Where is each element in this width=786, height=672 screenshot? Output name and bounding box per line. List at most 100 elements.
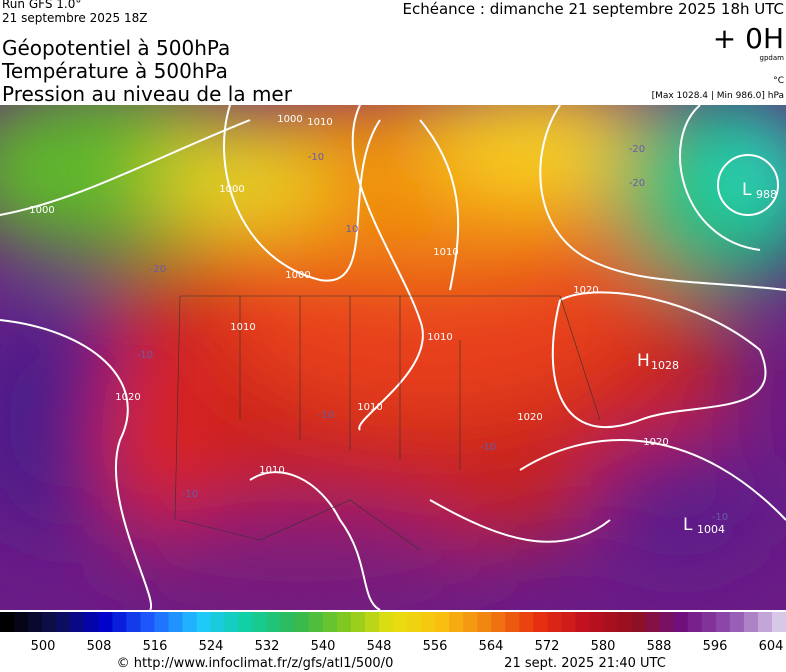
- colorbar-tick-label: 572: [535, 639, 560, 654]
- colorbar-swatch: [659, 612, 675, 632]
- colorbar-swatch: [463, 612, 478, 632]
- isobar-label: 1010: [433, 247, 458, 258]
- colorbar-swatch: [645, 612, 661, 632]
- colorbar-tick-label: 596: [703, 639, 728, 654]
- colorbar-swatch: [14, 612, 29, 632]
- colorbar-swatch: [589, 612, 605, 632]
- colorbar-tick-label: 516: [143, 639, 168, 654]
- temperature-label: -10: [480, 442, 496, 453]
- colorbar-swatch: [449, 612, 464, 632]
- colorbar-swatch: [491, 612, 506, 632]
- pressure-center-value: 1028: [651, 359, 679, 372]
- colorbar-swatch: [701, 612, 717, 632]
- colorbar-tick-label: 588: [647, 639, 672, 654]
- pressure-center-letter: L: [683, 515, 693, 535]
- colorbar-tick-label: 604: [759, 639, 784, 654]
- colorbar-swatch: [154, 612, 169, 632]
- temperature-label: -10: [308, 152, 324, 163]
- colorbar-swatch: [126, 612, 141, 632]
- title: Température à 500hPa: [1, 59, 228, 83]
- colorbar-swatch: [140, 612, 155, 632]
- temperature-label: -10: [712, 512, 728, 523]
- forecast-offset: + 0H: [713, 22, 784, 55]
- colorbar-swatch: [575, 612, 590, 632]
- isobar-label: 1010: [357, 402, 382, 413]
- run-time: 21 septembre 2025 18Z: [2, 11, 147, 25]
- colorbar-swatch: [28, 612, 43, 632]
- colorbar-tick-label: 556: [423, 639, 448, 654]
- colorbar-swatch: [294, 612, 310, 632]
- temperature-label: -10: [137, 350, 153, 361]
- colorbar-swatch: [280, 612, 296, 632]
- pressure-center-value: 988: [756, 188, 777, 201]
- colorbar-swatch: [561, 612, 576, 632]
- colorbar-tick-label: 524: [199, 639, 224, 654]
- colorbar-swatch: [336, 612, 352, 632]
- temperature-label: -20: [629, 178, 645, 189]
- colorbar-swatch: [407, 612, 422, 632]
- isobar-label: 1000: [219, 184, 244, 195]
- colorbar: 500 508 516 524 532 540 548 556 564 572 580 588 596 6…: [0, 612, 786, 654]
- colorbar-swatch: [238, 612, 254, 632]
- forecast-time: Echéance : dimanche 21 septembre 2025 18…: [402, 0, 784, 18]
- colorbar-swatch: [547, 612, 562, 632]
- colorbar-swatch: [378, 612, 394, 632]
- colorbar-swatch: [70, 612, 85, 632]
- colorbar-swatch: [196, 612, 212, 632]
- colorbar-swatch: [252, 612, 268, 632]
- colorbar-swatch: [42, 612, 57, 632]
- colorbar-swatch: [519, 612, 534, 632]
- isobar-label: 1010: [307, 117, 332, 128]
- isobar-label: 1020: [573, 285, 598, 296]
- colorbar-swatch: [84, 612, 99, 632]
- pressure-center-letter: L: [742, 180, 752, 200]
- colorbar-swatch: [112, 612, 127, 632]
- unit-temperature: °C: [773, 76, 784, 86]
- title: Géopotentiel à 500hPa: [2, 36, 230, 60]
- colorbar-tick-label: 580: [591, 639, 616, 654]
- colorbar-swatch: [98, 612, 113, 632]
- timestamp: 21 sept. 2025 21:40 UTC: [504, 656, 666, 671]
- isobar-label: 1020: [517, 412, 542, 423]
- colorbar-swatch: [435, 612, 450, 632]
- colorbar-swatch: [771, 612, 786, 632]
- isobar-label: 1010: [259, 465, 284, 476]
- colorbar-swatch: [56, 612, 71, 632]
- colorbar-tick-label: 508: [87, 639, 112, 654]
- colorbar-tick-label: 540: [311, 639, 336, 654]
- isobar-label: 1000: [29, 205, 54, 216]
- colorbar-swatch: [729, 612, 745, 632]
- isobar-label: 1020: [115, 392, 140, 403]
- isobar-label: 1000: [285, 270, 310, 281]
- colorbar-swatch: [266, 612, 282, 632]
- temperature-label: -20: [629, 144, 645, 155]
- unit-geopotential: gpdam: [760, 54, 785, 62]
- colorbar-tick-label: 548: [367, 639, 392, 654]
- isobar-label: 1010: [427, 332, 452, 343]
- colorbar-swatch: [617, 612, 633, 632]
- isobar-label: 1020: [643, 437, 668, 448]
- pressure-center-value: 1004: [697, 523, 725, 536]
- map: 1000 1000 1000 1000 1010 1010 1010 1010 1020 1020…: [0, 105, 786, 610]
- colorbar-swatch: [350, 612, 366, 632]
- colorbar-swatch: [743, 612, 759, 632]
- colorbar-swatch: [393, 612, 408, 632]
- colorbar-swatch: [505, 612, 520, 632]
- run-label: Run GFS 1.0°: [2, 0, 81, 11]
- colorbar-swatch: [322, 612, 338, 632]
- temperature-label: -10: [182, 489, 198, 500]
- colorbar-swatch: [687, 612, 703, 632]
- colorbar-swatch: [631, 612, 647, 632]
- pressure-center-letter: H: [637, 351, 650, 371]
- isobar-label: 1000: [277, 114, 302, 125]
- source-url: © http://www.infoclimat.fr/z/gfs/atl1/50…: [117, 656, 394, 671]
- colorbar-swatch: [224, 612, 240, 632]
- colorbar-swatch: [182, 612, 197, 632]
- isobars: [0, 105, 786, 610]
- colorbar-tick-label: 564: [479, 639, 504, 654]
- colorbar-swatch: [533, 612, 548, 632]
- temperature-label: -10: [318, 410, 334, 421]
- colorbar-swatch: [308, 612, 324, 632]
